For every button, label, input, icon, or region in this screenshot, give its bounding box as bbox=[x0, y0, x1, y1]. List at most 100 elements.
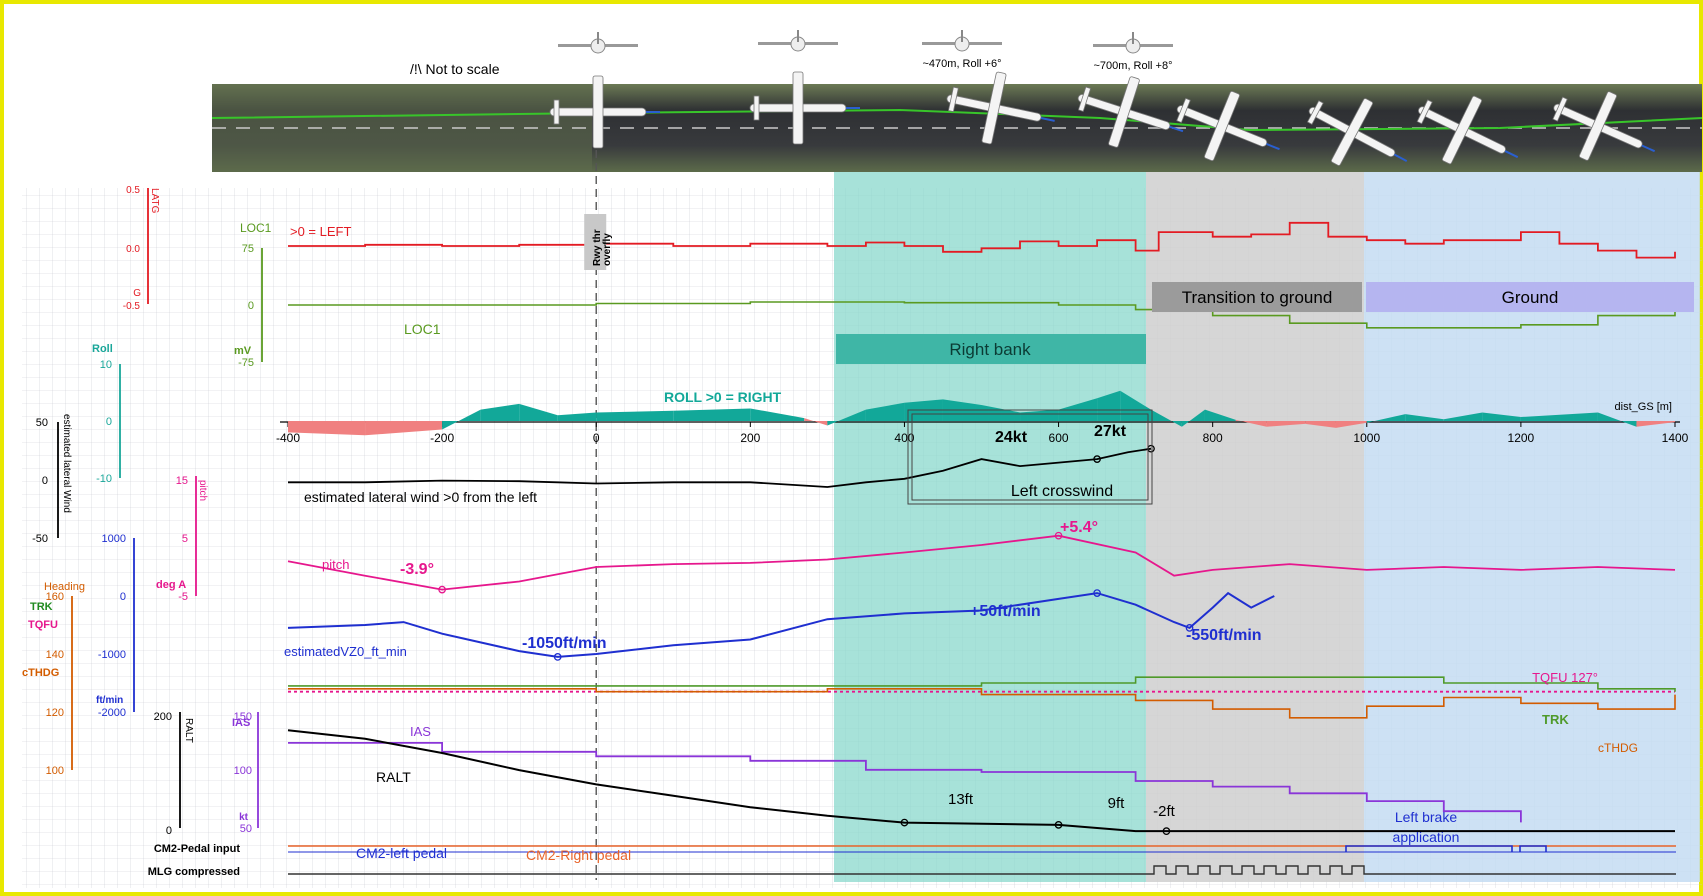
roll-area-segment bbox=[865, 402, 905, 421]
roll-area-segment bbox=[288, 421, 366, 436]
aircraft-icon bbox=[1176, 90, 1280, 162]
roll-area-segment bbox=[1305, 421, 1336, 428]
vz-min-label: -1050ft/min bbox=[522, 635, 606, 652]
aircraft-tail bbox=[1077, 86, 1092, 112]
aircraft-icon bbox=[749, 71, 860, 145]
x-tick-label: 600 bbox=[1049, 431, 1069, 445]
crosswind-box-inner bbox=[911, 413, 1149, 501]
aircraft-icon bbox=[1416, 95, 1519, 165]
ias-tick: 100 bbox=[234, 765, 252, 777]
ias-unit: kt bbox=[239, 812, 249, 823]
wind-line bbox=[288, 447, 1152, 488]
right-bank-label-box bbox=[836, 334, 1146, 364]
transition-band bbox=[1146, 172, 1364, 882]
roll-area-segment bbox=[1335, 421, 1367, 428]
x-axis-label: dist_GS [m] bbox=[1615, 401, 1672, 413]
mlg-compressed-line bbox=[288, 865, 1676, 875]
pitch-tick: -5 bbox=[178, 591, 188, 603]
right-bank-band bbox=[834, 172, 1146, 882]
pitch-tick: 5 bbox=[182, 533, 188, 545]
vz-label: estimatedVZ0_ft_min bbox=[284, 644, 407, 659]
vz-tick: 1000 bbox=[102, 533, 126, 545]
roll-tick: 10 bbox=[100, 359, 112, 371]
aircraft-front-icon bbox=[1093, 32, 1173, 54]
aircraft-arrow bbox=[1169, 125, 1184, 133]
roll-area-segment bbox=[750, 408, 805, 421]
trk-line bbox=[288, 676, 1676, 692]
vz-line bbox=[287, 591, 1275, 658]
ralt-m2-point bbox=[1162, 827, 1171, 835]
heading-name: Heading bbox=[44, 581, 85, 593]
vz-unit: ft/min bbox=[96, 695, 123, 706]
loc1-axis-name: LOC1 bbox=[240, 221, 272, 235]
x-tick-label: 1000 bbox=[1353, 431, 1380, 445]
ralt-9-point bbox=[1054, 821, 1063, 829]
wind-tick: 0 bbox=[42, 475, 48, 487]
ralt-13-point bbox=[900, 818, 909, 827]
x-tick-label: 1400 bbox=[1662, 431, 1689, 445]
roll-area-segment bbox=[804, 418, 828, 426]
ralt-line bbox=[287, 729, 1675, 833]
roll-area-segment bbox=[596, 410, 674, 421]
roll-area-segment bbox=[1204, 409, 1236, 421]
aircraft-tail bbox=[1176, 97, 1191, 124]
roll-area-segment bbox=[1266, 421, 1306, 427]
aircraft-icon bbox=[1552, 91, 1656, 161]
wind-24kt: 24kt bbox=[995, 429, 1028, 446]
aircraft-front-fin bbox=[597, 32, 599, 44]
heading-tick: 140 bbox=[46, 649, 64, 661]
right-bank-label: Right bank bbox=[949, 340, 1031, 359]
aircraft-arrow bbox=[1266, 143, 1280, 151]
roll-area-segment bbox=[827, 409, 866, 426]
loc1-tick: 75 bbox=[242, 243, 254, 255]
aircraft-tail bbox=[1552, 96, 1568, 122]
heading-tick: 120 bbox=[46, 707, 64, 719]
transition-label-box bbox=[1152, 282, 1362, 312]
wind-27kt: 27kt bbox=[1094, 423, 1127, 440]
aircraft-wing bbox=[1579, 91, 1617, 161]
roll-area-segment bbox=[1405, 414, 1444, 421]
aircraft-tail bbox=[753, 95, 760, 121]
aircraft-tail bbox=[947, 86, 959, 113]
pitch-tick: 15 bbox=[176, 475, 188, 487]
wind-tick: -50 bbox=[32, 533, 48, 545]
aircraft-wing bbox=[981, 71, 1007, 145]
wind-tick: 50 bbox=[36, 417, 48, 429]
x-tick-label: -400 bbox=[276, 431, 300, 445]
mlg-row-label: MLG compressed bbox=[148, 866, 240, 878]
roll-area-segment bbox=[1443, 412, 1483, 421]
ralt-tick: 200 bbox=[154, 711, 172, 723]
heading-tqfu: TQFU bbox=[28, 619, 58, 631]
roll-area-segment bbox=[480, 403, 520, 421]
roll-tick: 0 bbox=[106, 416, 112, 428]
vz-tick: 0 bbox=[120, 591, 126, 603]
aircraft-wing bbox=[1204, 90, 1240, 162]
roll-area-segment bbox=[673, 408, 751, 421]
ias-tick: 50 bbox=[240, 823, 252, 835]
aircraft-wing bbox=[792, 71, 804, 145]
ralt-m2-label: -2ft bbox=[1153, 803, 1176, 820]
roll-area-segment bbox=[1235, 419, 1267, 427]
aircraft-wing bbox=[1330, 98, 1374, 166]
aircraft-arrow bbox=[1040, 117, 1055, 122]
pitch-max-label: +5.4° bbox=[1060, 519, 1098, 536]
roll-area-segment bbox=[1151, 409, 1182, 427]
vz-flare-point bbox=[1185, 624, 1194, 632]
roll-area-segment bbox=[442, 409, 481, 430]
aircraft-icon bbox=[946, 71, 1055, 145]
pitch-label: pitch bbox=[322, 557, 349, 572]
roll-label: ROLL >0 = RIGHT bbox=[664, 389, 782, 405]
aircraft-icon bbox=[549, 75, 660, 149]
roll-area-segment bbox=[557, 412, 597, 421]
left-brake-pulse bbox=[1345, 845, 1547, 852]
aircraft-front-icon bbox=[758, 30, 838, 52]
pitch-max-point bbox=[1054, 531, 1063, 540]
aircraft-wing bbox=[1108, 76, 1140, 148]
heading-tick: 100 bbox=[46, 765, 64, 777]
latg-tick: 0.5 bbox=[126, 185, 140, 196]
wind-label: estimated lateral wind >0 from the left bbox=[304, 489, 537, 505]
roll-area-segment bbox=[1181, 409, 1205, 427]
roll-area-segment bbox=[1520, 412, 1598, 421]
latg-tick: -0.5 bbox=[123, 301, 141, 312]
